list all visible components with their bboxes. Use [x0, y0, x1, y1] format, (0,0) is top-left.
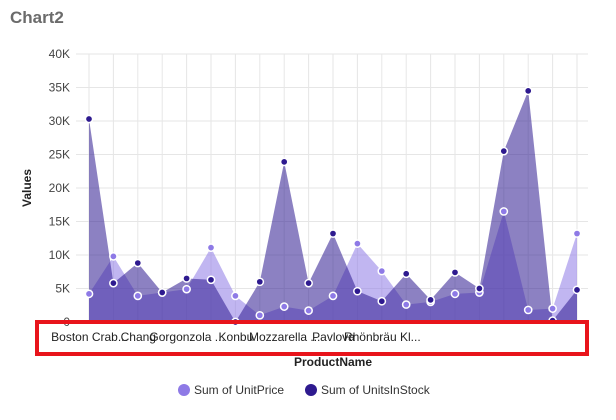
x-tick-label: Mozzarella ... — [249, 330, 320, 344]
x-tick-label: Konbu — [219, 330, 254, 344]
x-tick-label: Chang — [121, 330, 156, 344]
point-unitprice[interactable] — [109, 251, 118, 261]
x-tick-label: Boston Crab... — [51, 330, 128, 344]
x-tick-label: Gorgonzola ... — [149, 330, 224, 344]
point-unitprice[interactable] — [572, 229, 582, 238]
point-unitsinstock[interactable] — [206, 275, 216, 285]
point-unitsinstock[interactable] — [109, 278, 118, 288]
x-tick-label: Rhönbräu Kl... — [344, 330, 421, 344]
point-unitprice[interactable] — [255, 310, 265, 320]
point-unitsinstock[interactable] — [401, 269, 411, 279]
x-axis-labels-highlight — [35, 320, 589, 356]
point-unitsinstock[interactable] — [377, 296, 387, 306]
point-unitsinstock[interactable] — [328, 229, 338, 238]
y-tick-label: 35K — [49, 81, 70, 95]
point-unitsinstock[interactable] — [450, 268, 460, 277]
legend-marker — [305, 384, 317, 396]
x-axis-title: ProductName — [294, 355, 372, 369]
legend-label: Sum of UnitsInStock — [321, 383, 431, 397]
legend-item-unitsinstock[interactable]: Sum of UnitsInStock — [305, 383, 431, 397]
point-unitprice[interactable] — [401, 300, 411, 309]
point-unitsinstock[interactable] — [157, 288, 167, 297]
point-unitsinstock[interactable] — [475, 284, 484, 293]
point-unitprice[interactable] — [182, 284, 191, 294]
point-unitprice[interactable] — [279, 302, 289, 311]
point-unitprice[interactable] — [133, 291, 143, 301]
legend-item-unitprice[interactable]: Sum of UnitPrice — [178, 383, 284, 397]
point-unitprice[interactable] — [523, 305, 533, 315]
point-unitprice[interactable] — [304, 306, 313, 315]
point-unitsinstock[interactable] — [133, 258, 143, 268]
point-unitsinstock[interactable] — [279, 157, 289, 167]
point-unitsinstock[interactable] — [84, 114, 94, 124]
point-unitsinstock[interactable] — [304, 278, 313, 288]
point-unitsinstock[interactable] — [182, 274, 191, 283]
point-layer — [84, 86, 582, 327]
chart-title: Chart2 — [10, 8, 64, 27]
point-unitprice[interactable] — [353, 239, 362, 248]
legend-label: Sum of UnitPrice — [194, 383, 284, 397]
y-axis-title: Values — [20, 169, 34, 207]
point-unitprice[interactable] — [548, 304, 557, 313]
point-unitsinstock[interactable] — [353, 286, 362, 296]
point-unitsinstock[interactable] — [426, 295, 435, 305]
point-unitprice[interactable] — [328, 291, 338, 301]
y-tick-label: 15K — [49, 215, 70, 229]
point-unitprice[interactable] — [231, 291, 240, 301]
point-unitprice[interactable] — [84, 289, 94, 299]
point-unitprice[interactable] — [450, 289, 460, 299]
y-tick-label: 30K — [49, 114, 70, 128]
y-tick-label: 5K — [55, 282, 70, 296]
point-unitprice[interactable] — [377, 266, 387, 276]
y-tick-label: 25K — [49, 148, 70, 162]
y-tick-label: 10K — [49, 248, 70, 262]
point-unitsinstock[interactable] — [255, 277, 265, 287]
x-tick-label: Pavlova — [312, 330, 355, 344]
legend-marker — [178, 384, 190, 396]
point-unitsinstock[interactable] — [499, 146, 509, 156]
y-tick-label: 20K — [49, 181, 70, 195]
point-unitsinstock[interactable] — [572, 285, 582, 295]
point-unitsinstock[interactable] — [523, 86, 533, 96]
point-unitprice[interactable] — [499, 207, 509, 216]
point-unitprice[interactable] — [206, 243, 216, 252]
legend[interactable]: Sum of UnitPrice Sum of UnitsInStock — [178, 383, 431, 397]
y-tick-label: 40K — [49, 47, 70, 61]
